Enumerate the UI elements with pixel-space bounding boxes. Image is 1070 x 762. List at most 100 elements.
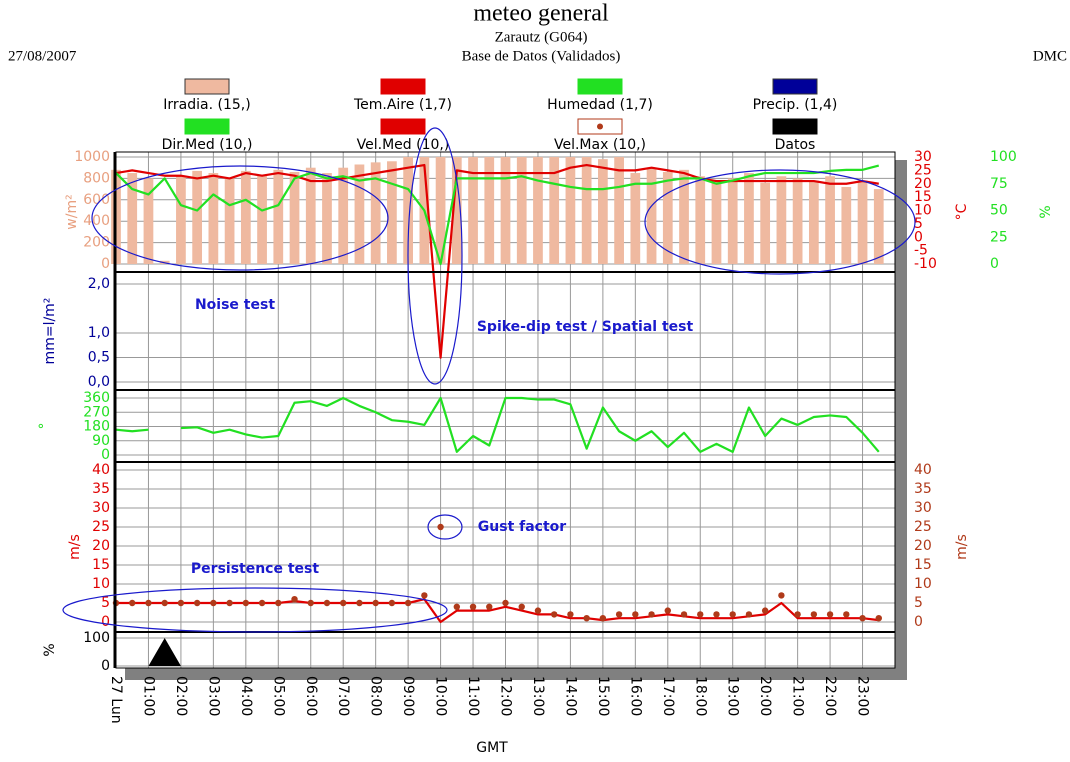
series bbox=[111, 157, 884, 666]
marker bbox=[761, 607, 769, 614]
marker bbox=[258, 599, 266, 607]
marker bbox=[810, 611, 818, 618]
y-tick-label: 0,5 bbox=[88, 350, 110, 366]
y-tick-label: 20 bbox=[92, 538, 110, 554]
marker bbox=[680, 611, 688, 618]
annotation-ellipse bbox=[644, 169, 916, 275]
y2-tick-label: 5 bbox=[914, 216, 923, 232]
marker bbox=[372, 599, 379, 607]
bar bbox=[630, 173, 641, 264]
marker bbox=[193, 599, 201, 607]
bar bbox=[435, 157, 446, 264]
bar bbox=[143, 178, 154, 264]
y-axis-label: ° bbox=[37, 423, 53, 430]
line bbox=[115, 164, 880, 266]
bar bbox=[403, 157, 413, 264]
marker bbox=[615, 611, 623, 618]
marker bbox=[291, 596, 298, 603]
legend-label: Tem.Aire (1,7) bbox=[353, 97, 452, 113]
legend-swatch bbox=[597, 123, 603, 130]
marker bbox=[469, 603, 477, 610]
y-axis-label: m/s bbox=[67, 534, 83, 560]
x-tick-label: 03:00 bbox=[205, 676, 221, 716]
y2-tick-label: 15 bbox=[914, 189, 932, 205]
database: Base de Datos (Validados) bbox=[462, 48, 621, 64]
y-axis-label: mm=l/m² bbox=[42, 298, 58, 365]
line bbox=[115, 163, 879, 359]
y-tick-label: 2,0 bbox=[88, 276, 110, 292]
x-tick-label: 13:00 bbox=[530, 676, 546, 716]
marker bbox=[550, 611, 558, 618]
annotation-ellipse bbox=[427, 514, 463, 540]
marker bbox=[518, 603, 525, 610]
bar bbox=[825, 176, 835, 264]
x-tick-label: 10:00 bbox=[433, 676, 449, 716]
legend-label: Irradia. (15,) bbox=[163, 97, 250, 113]
marker bbox=[567, 611, 574, 618]
x-tick-label: 14:00 bbox=[562, 676, 578, 716]
bar bbox=[354, 164, 365, 264]
annotation: Persistence test bbox=[191, 561, 319, 577]
marker bbox=[129, 599, 136, 607]
bar bbox=[857, 180, 868, 264]
y-tick-label: 200 bbox=[83, 235, 110, 251]
marker bbox=[421, 592, 428, 599]
y-axis-label: % bbox=[42, 643, 58, 656]
y3-tick-label: 25 bbox=[990, 229, 1008, 245]
legend-swatch bbox=[577, 78, 623, 95]
annotation: Spike-dip test / Spatial test bbox=[477, 319, 694, 335]
y2-tick-label: 15 bbox=[914, 557, 932, 573]
y-tick-label: 360 bbox=[83, 390, 110, 406]
marker bbox=[729, 611, 736, 618]
line bbox=[115, 396, 880, 453]
station: Zarautz (G064) bbox=[495, 29, 588, 45]
marker bbox=[648, 611, 655, 618]
bar bbox=[370, 162, 381, 264]
marker bbox=[583, 615, 590, 622]
legend-label: Precip. (1,4) bbox=[753, 97, 838, 113]
bar bbox=[679, 169, 689, 264]
bar bbox=[565, 157, 576, 264]
y-tick-label: 10 bbox=[92, 576, 110, 592]
marker bbox=[745, 611, 753, 618]
x-tick-label: 07:00 bbox=[335, 676, 351, 716]
marker bbox=[356, 599, 363, 607]
marker bbox=[875, 615, 882, 622]
y2-tick-label: 25 bbox=[914, 519, 932, 535]
x-tick-label: 11:00 bbox=[465, 676, 481, 716]
y-tick-label: 0 bbox=[101, 447, 110, 463]
bar bbox=[192, 170, 203, 264]
y2-axis-label: m/s bbox=[954, 534, 970, 560]
y-tick-label: 0 bbox=[101, 256, 110, 272]
marker bbox=[177, 599, 185, 607]
bar bbox=[841, 186, 852, 264]
bar bbox=[289, 171, 300, 264]
bar bbox=[387, 161, 397, 264]
marker bbox=[453, 603, 461, 610]
x-axis-label: GMT bbox=[476, 740, 508, 756]
annotation-ellipse bbox=[407, 127, 463, 385]
x-tick-label: 17:00 bbox=[660, 676, 676, 716]
marker bbox=[534, 607, 542, 614]
y2-tick-label: -10 bbox=[914, 256, 937, 272]
y2-tick-label: 30 bbox=[914, 149, 932, 165]
marker bbox=[437, 523, 444, 531]
y-tick-label: 600 bbox=[83, 192, 110, 208]
y-tick-label: 0,0 bbox=[88, 374, 110, 390]
bar bbox=[662, 171, 673, 264]
x-tick-label: 15:00 bbox=[595, 676, 611, 716]
bar bbox=[208, 173, 219, 264]
legend-swatch bbox=[380, 118, 426, 135]
y2-tick-label: 40 bbox=[914, 462, 932, 478]
marker bbox=[275, 599, 282, 607]
bar bbox=[468, 157, 478, 264]
x-tick-label: 21:00 bbox=[790, 676, 806, 716]
bar bbox=[338, 167, 349, 264]
marker bbox=[502, 599, 509, 607]
y-tick-label: 30 bbox=[92, 500, 110, 516]
bar bbox=[581, 157, 592, 264]
x-tick-label: 02:00 bbox=[173, 676, 189, 716]
y2-tick-label: 0 bbox=[914, 614, 923, 630]
marker bbox=[697, 611, 704, 618]
annotation: Noise test bbox=[195, 297, 275, 313]
